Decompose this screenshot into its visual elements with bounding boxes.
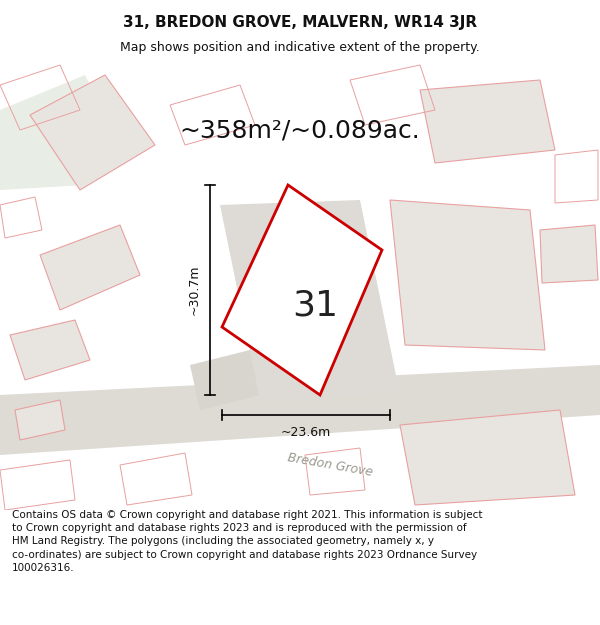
Text: Map shows position and indicative extent of the property.: Map shows position and indicative extent…: [120, 41, 480, 54]
Polygon shape: [420, 80, 555, 163]
Polygon shape: [30, 75, 155, 190]
Polygon shape: [0, 365, 600, 455]
Text: ~30.7m: ~30.7m: [187, 265, 200, 315]
Text: 31, BREDON GROVE, MALVERN, WR14 3JR: 31, BREDON GROVE, MALVERN, WR14 3JR: [123, 16, 477, 31]
Polygon shape: [15, 400, 65, 440]
Polygon shape: [220, 200, 400, 400]
Text: Bredon Grove: Bredon Grove: [286, 451, 374, 479]
Polygon shape: [400, 410, 575, 505]
Polygon shape: [40, 225, 140, 310]
Text: ~358m²/~0.089ac.: ~358m²/~0.089ac.: [179, 118, 421, 142]
Polygon shape: [222, 185, 382, 395]
Polygon shape: [540, 225, 598, 283]
Polygon shape: [190, 350, 260, 410]
Text: 31: 31: [292, 288, 338, 322]
Polygon shape: [390, 200, 545, 350]
Text: Contains OS data © Crown copyright and database right 2021. This information is : Contains OS data © Crown copyright and d…: [12, 510, 482, 572]
Text: ~23.6m: ~23.6m: [281, 426, 331, 439]
Polygon shape: [10, 320, 90, 380]
Polygon shape: [0, 75, 105, 190]
